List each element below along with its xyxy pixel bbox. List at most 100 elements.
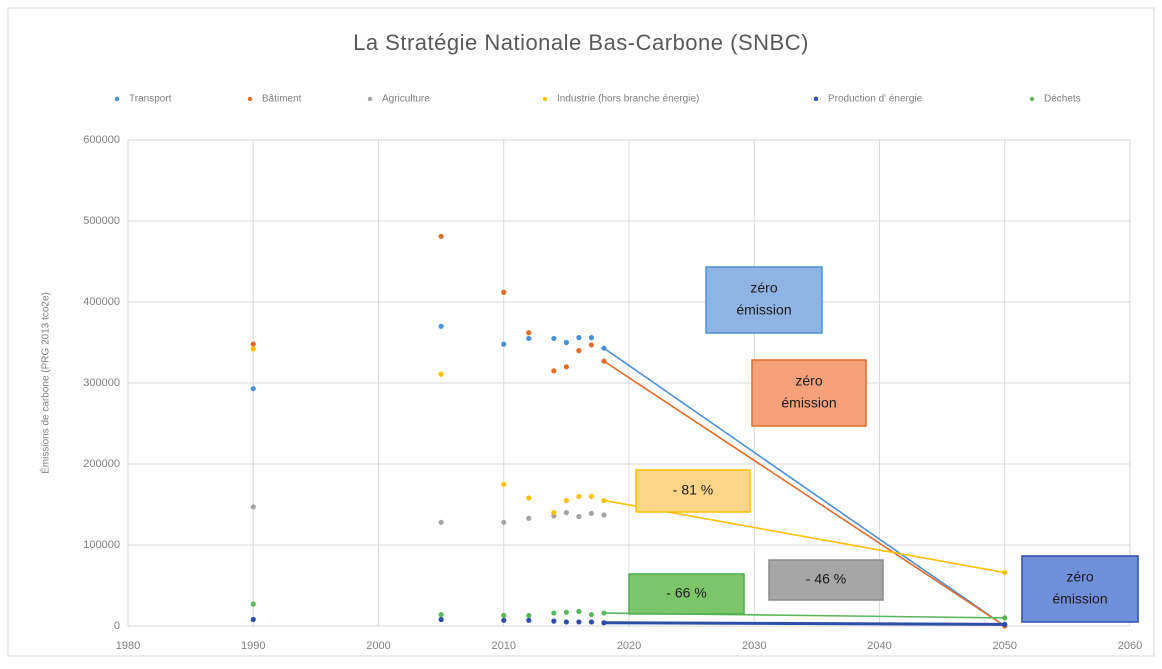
x-tick-label: 2000: [366, 640, 390, 652]
y-tick-label: 0: [114, 620, 120, 632]
data-point: [438, 323, 444, 329]
x-tick-label: 2040: [867, 640, 891, 652]
y-tick-label: 200000: [83, 458, 120, 470]
legend-label: Déchets: [1044, 94, 1081, 105]
x-tick-label: 2010: [492, 640, 516, 652]
data-point: [563, 339, 569, 346]
data-point: [588, 510, 595, 517]
y-tick-label: 300000: [83, 377, 120, 389]
data-point: [438, 233, 444, 239]
data-point: [526, 335, 532, 342]
y-tick-label: 100000: [83, 539, 120, 551]
annotation: - 66 %: [628, 573, 745, 615]
data-point: [250, 346, 256, 352]
data-point: [576, 608, 582, 615]
data-point: [576, 348, 582, 354]
annotation-text: émission: [736, 302, 791, 318]
data-point: [526, 612, 532, 619]
data-point: [526, 495, 532, 501]
data-point: [501, 612, 507, 619]
data-point: [563, 497, 569, 504]
data-point: [501, 289, 507, 295]
data-point: [526, 617, 532, 623]
legend-marker: [542, 96, 548, 102]
x-tick-label: 2060: [1118, 640, 1142, 652]
legend-label: Production d' énergie: [828, 94, 923, 105]
data-point: [501, 341, 507, 347]
annotation-box: [635, 469, 751, 513]
data-point: [601, 512, 607, 518]
annotation: zéro émission: [705, 266, 823, 334]
x-tick-label: 2020: [617, 640, 641, 652]
data-point: [501, 519, 507, 525]
data-point: [601, 345, 607, 351]
data-point: [551, 368, 557, 374]
annotation-text: zéro: [795, 373, 822, 389]
data-point: [1002, 569, 1008, 576]
chart-frame: [7, 7, 1155, 657]
data-point: [576, 335, 582, 341]
legend-marker: [247, 96, 253, 102]
annotation-text: - 66 %: [666, 585, 706, 601]
data-point: [551, 509, 557, 516]
annotation: - 81 %: [635, 469, 751, 513]
y-axis-label: Émissions de carbone (PRG 2013 tco2e): [39, 292, 52, 474]
data-point: [601, 358, 607, 364]
data-point: [1002, 621, 1008, 627]
x-tick-label: 1990: [241, 640, 265, 652]
data-point: [250, 386, 256, 392]
annotation-box: [628, 573, 745, 615]
y-tick-label: 600000: [83, 134, 120, 146]
legend-label: Agriculture: [382, 94, 430, 105]
y-tick-label: 400000: [83, 296, 120, 308]
annotation-box: [768, 559, 884, 601]
annotation-text: zéro: [750, 280, 777, 296]
chart-title: La Stratégie Nationale Bas-Carbone (SNBC…: [353, 30, 809, 55]
data-point: [576, 514, 582, 520]
annotation: - 46 %: [768, 559, 884, 601]
data-point: [250, 341, 256, 347]
legend-marker: [1029, 96, 1035, 102]
data-point: [576, 493, 582, 499]
annotation-text: zéro: [1066, 569, 1093, 585]
data-point: [250, 504, 256, 510]
data-point: [501, 481, 507, 487]
data-point: [438, 616, 444, 623]
legend-label: Bâtiment: [262, 94, 302, 105]
data-point: [438, 612, 444, 618]
data-point: [1002, 615, 1008, 621]
data-point: [551, 618, 557, 624]
legend-label: Transport: [129, 94, 172, 105]
data-point: [551, 610, 557, 616]
data-point: [588, 619, 595, 625]
data-point: [601, 620, 607, 626]
legend-marker: [367, 96, 373, 102]
data-point: [588, 493, 595, 499]
data-point: [601, 610, 607, 616]
data-point: [588, 335, 595, 341]
y-tick-label: 500000: [83, 215, 120, 227]
trajectory-line: [603, 347, 1006, 627]
annotation-text: - 81 %: [673, 482, 713, 498]
legend-label: Industrie (hors branche énergie): [557, 94, 699, 105]
x-tick-label: 2050: [993, 640, 1017, 652]
data-point: [526, 330, 532, 336]
data-point: [601, 497, 607, 504]
legend-marker: [813, 96, 819, 102]
data-point: [551, 335, 557, 342]
data-point: [588, 612, 595, 618]
annotation-box: [751, 359, 867, 427]
data-point: [526, 515, 532, 521]
data-point: [563, 364, 569, 370]
x-tick-label: 1980: [116, 640, 140, 652]
annotation-box: [705, 266, 823, 334]
annotation: zéro émission: [751, 359, 867, 427]
data-point: [576, 619, 582, 625]
annotation-box: [1021, 555, 1139, 623]
annotation-text: - 46 %: [806, 571, 846, 587]
data-point: [588, 342, 595, 348]
data-point: [501, 617, 507, 623]
x-tick-label: 2030: [742, 640, 766, 652]
